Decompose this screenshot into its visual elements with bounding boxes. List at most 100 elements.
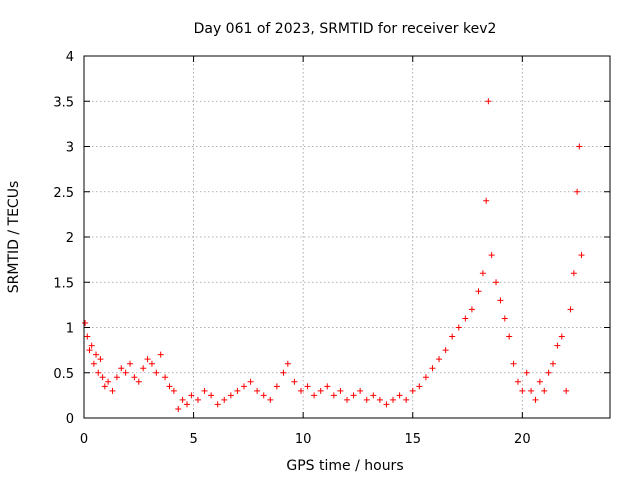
x-axis-ticks: 0 5 10 15 20 (80, 56, 531, 447)
data-point-marker (528, 387, 535, 394)
data-point-marker (175, 405, 182, 412)
data-point-marker (162, 374, 169, 381)
data-point-marker (127, 360, 134, 367)
data-point-marker (541, 387, 548, 394)
data-point-marker (105, 378, 112, 385)
data-point-marker (221, 396, 228, 403)
data-point-marker (578, 252, 585, 259)
data-point-marker (468, 306, 475, 313)
data-point-marker (510, 360, 517, 367)
data-point-marker (558, 333, 565, 340)
data-point-marker (113, 374, 120, 381)
data-point-marker (208, 392, 215, 399)
data-point-marker (576, 143, 583, 150)
data-point-marker (97, 356, 104, 363)
data-points (82, 98, 585, 412)
data-point-marker (344, 396, 350, 403)
data-point-marker (260, 392, 267, 399)
data-point-marker (311, 392, 318, 399)
data-point-marker (201, 387, 208, 394)
data-point-marker (567, 306, 574, 313)
data-point-marker (144, 356, 151, 363)
data-point-marker (416, 383, 423, 390)
data-point-marker (436, 356, 443, 363)
data-point-marker (131, 374, 138, 381)
data-point-marker (101, 383, 108, 390)
data-point-marker (88, 342, 95, 349)
data-point-marker (370, 392, 377, 399)
data-point-marker (304, 383, 311, 390)
data-point-marker (179, 396, 186, 403)
grid-lines (84, 56, 610, 418)
data-point-marker (350, 392, 357, 399)
data-point-marker (554, 342, 561, 349)
data-point-marker (93, 351, 100, 358)
data-point-marker (455, 324, 462, 331)
data-point-marker (166, 383, 173, 390)
data-point-marker (234, 387, 241, 394)
data-point-marker (563, 387, 570, 394)
x-tick-label: 20 (514, 432, 531, 447)
y-tick-label: 4 (66, 50, 74, 65)
data-point-marker (273, 383, 280, 390)
data-point-marker (153, 369, 160, 376)
data-point-marker (99, 374, 106, 381)
data-point-marker (357, 387, 364, 394)
data-point-marker (403, 396, 410, 403)
x-axis-label: GPS time / hours (286, 458, 403, 474)
data-point-marker (536, 378, 543, 385)
data-point-marker (227, 392, 234, 399)
x-tick-label: 5 (189, 432, 197, 447)
data-point-marker (284, 360, 291, 367)
data-point-marker (254, 387, 261, 394)
data-point-marker (214, 401, 221, 408)
data-point-marker (442, 347, 449, 354)
data-point-marker (396, 392, 403, 399)
data-point-marker (383, 401, 390, 408)
data-point-marker (317, 387, 324, 394)
data-point-marker (390, 396, 397, 403)
data-point-marker (194, 396, 201, 403)
data-point-marker (570, 270, 577, 277)
data-point-marker (497, 297, 504, 304)
data-point-marker (148, 360, 155, 367)
y-tick-label: 1.5 (53, 276, 74, 291)
data-point-marker (483, 197, 490, 204)
data-point-marker (550, 360, 557, 367)
y-axis-label: SRMTID / TECUs (6, 181, 22, 294)
data-point-marker (118, 365, 125, 372)
y-tick-label: 2.5 (53, 186, 74, 201)
data-point-marker (247, 378, 254, 385)
data-point-marker (519, 387, 526, 394)
data-point-marker (376, 396, 383, 403)
data-point-marker (532, 396, 539, 403)
data-point-marker (86, 347, 93, 354)
chart-title: Day 061 of 2023, SRMTID for receiver kev… (194, 21, 497, 37)
data-point-marker (324, 383, 331, 390)
y-axis-ticks: 0 0.5 1 1.5 2 2.5 3 3.5 4 (53, 50, 610, 427)
y-tick-label: 3 (66, 141, 74, 156)
y-tick-label: 0 (66, 412, 74, 427)
data-point-marker (449, 333, 456, 340)
data-point-marker (240, 383, 247, 390)
data-point-marker (291, 378, 298, 385)
data-point-marker (363, 396, 370, 403)
data-point-marker (170, 387, 177, 394)
data-point-marker (523, 369, 530, 376)
data-point-marker (330, 392, 337, 399)
data-point-marker (109, 387, 116, 394)
plot-frame (83, 55, 611, 419)
x-tick-label: 0 (80, 432, 88, 447)
data-point-marker (485, 98, 492, 105)
y-tick-label: 2 (66, 231, 74, 246)
data-point-marker (135, 378, 142, 385)
data-point-marker (267, 396, 274, 403)
x-tick-label: 10 (295, 432, 312, 447)
data-point-marker (462, 315, 469, 322)
data-point-marker (479, 270, 486, 277)
y-tick-label: 0.5 (53, 367, 74, 382)
data-point-marker (409, 387, 416, 394)
data-point-marker (95, 369, 102, 376)
data-point-marker (422, 374, 429, 381)
